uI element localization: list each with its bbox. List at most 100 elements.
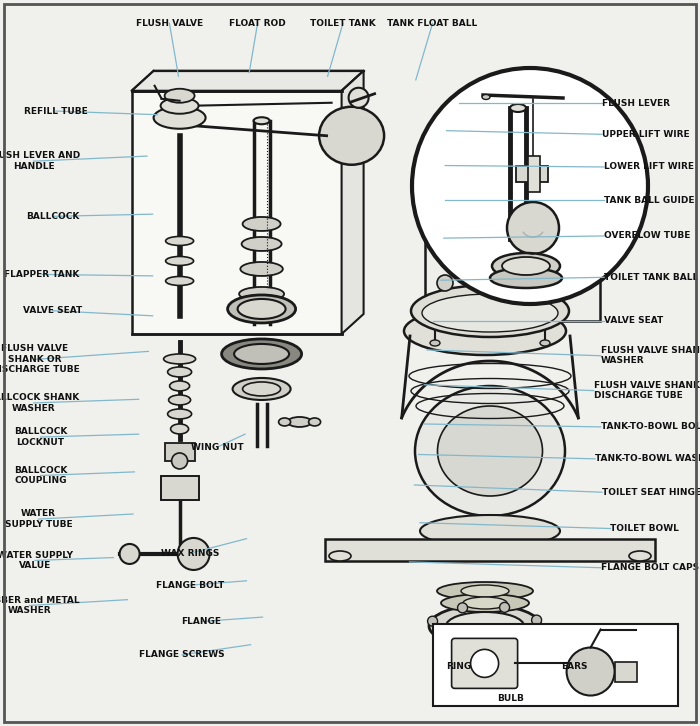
Ellipse shape xyxy=(243,217,281,231)
Ellipse shape xyxy=(240,262,283,276)
Text: FLAPPER TANK: FLAPPER TANK xyxy=(4,270,80,279)
Text: FLANGE BOLT CAPS: FLANGE BOLT CAPS xyxy=(601,563,699,572)
Circle shape xyxy=(507,202,559,254)
Text: VALVE SEAT: VALVE SEAT xyxy=(604,317,664,325)
Circle shape xyxy=(527,275,543,291)
Ellipse shape xyxy=(243,382,281,396)
Ellipse shape xyxy=(160,98,199,114)
Ellipse shape xyxy=(438,406,542,496)
Text: WAX RINGS: WAX RINGS xyxy=(161,549,220,558)
Text: LOWER LIFT WIRE: LOWER LIFT WIRE xyxy=(604,163,694,171)
Ellipse shape xyxy=(239,287,284,301)
FancyBboxPatch shape xyxy=(452,638,517,688)
Ellipse shape xyxy=(309,418,321,426)
Text: TOILET SEAT HINGE: TOILET SEAT HINGE xyxy=(602,488,700,497)
Ellipse shape xyxy=(164,89,195,103)
Text: VALVE SEAT: VALVE SEAT xyxy=(23,306,82,315)
Circle shape xyxy=(458,603,468,613)
Ellipse shape xyxy=(411,285,569,337)
FancyBboxPatch shape xyxy=(160,476,199,500)
Text: WATER
SUPPLY TUBE: WATER SUPPLY TUBE xyxy=(5,510,72,529)
Text: FLUSH VALVE SHANK OR
DISCHARGE TUBE: FLUSH VALVE SHANK OR DISCHARGE TUBE xyxy=(594,381,700,400)
Ellipse shape xyxy=(482,94,490,99)
Text: RUBBER and METAL
WASHER: RUBBER and METAL WASHER xyxy=(0,596,79,615)
Ellipse shape xyxy=(430,340,440,346)
Circle shape xyxy=(120,544,139,564)
Circle shape xyxy=(428,616,438,627)
Ellipse shape xyxy=(166,277,194,285)
Text: FLUSH VALVE SHANK
WASHER: FLUSH VALVE SHANK WASHER xyxy=(601,346,700,365)
Circle shape xyxy=(349,88,369,107)
Text: FLOAT ROD: FLOAT ROD xyxy=(229,19,286,28)
Polygon shape xyxy=(132,70,363,91)
Ellipse shape xyxy=(237,299,286,319)
Text: REFILL TUBE: REFILL TUBE xyxy=(24,107,88,115)
Ellipse shape xyxy=(540,340,550,346)
Text: TANK BALL GUIDE: TANK BALL GUIDE xyxy=(604,196,694,205)
FancyBboxPatch shape xyxy=(164,443,195,461)
Circle shape xyxy=(470,649,498,677)
Ellipse shape xyxy=(164,354,195,364)
Text: TANK-TO-BOWL WASHER: TANK-TO-BOWL WASHER xyxy=(595,454,700,463)
Ellipse shape xyxy=(279,418,290,426)
Circle shape xyxy=(172,453,188,469)
Ellipse shape xyxy=(461,585,509,597)
Ellipse shape xyxy=(167,367,192,377)
Text: EARS: EARS xyxy=(561,662,587,671)
Text: FLANGE BOLT: FLANGE BOLT xyxy=(156,581,225,590)
Ellipse shape xyxy=(404,307,566,355)
Polygon shape xyxy=(342,70,363,334)
Text: TOILET TANK: TOILET TANK xyxy=(310,19,376,28)
Text: BULB: BULB xyxy=(498,694,524,703)
Ellipse shape xyxy=(329,551,351,561)
Ellipse shape xyxy=(253,118,270,124)
Text: TOILET BOWL: TOILET BOWL xyxy=(610,524,679,533)
Text: TOILET TANK BALL: TOILET TANK BALL xyxy=(604,273,699,282)
Text: TANK FLOAT BALL: TANK FLOAT BALL xyxy=(388,19,477,28)
Ellipse shape xyxy=(446,612,524,640)
Text: FLANGE: FLANGE xyxy=(181,617,222,626)
Ellipse shape xyxy=(228,295,295,323)
Ellipse shape xyxy=(166,256,194,266)
Circle shape xyxy=(500,603,510,612)
Text: BALLCOCK: BALLCOCK xyxy=(26,212,79,221)
Bar xyxy=(615,661,636,682)
Circle shape xyxy=(566,648,615,696)
Circle shape xyxy=(437,275,453,291)
Ellipse shape xyxy=(171,424,188,434)
Bar xyxy=(325,539,655,561)
Ellipse shape xyxy=(166,237,194,245)
Circle shape xyxy=(178,538,209,570)
Ellipse shape xyxy=(222,339,302,369)
Text: FLUSH VALVE: FLUSH VALVE xyxy=(136,19,203,28)
Ellipse shape xyxy=(629,551,651,561)
Ellipse shape xyxy=(492,253,560,279)
Text: WATER SUPPLY
VALUE: WATER SUPPLY VALUE xyxy=(0,551,73,570)
Text: RING: RING xyxy=(446,662,471,671)
Text: FLANGE SCREWS: FLANGE SCREWS xyxy=(139,650,225,659)
Text: BALLCOCK
COUPLING: BALLCOCK COUPLING xyxy=(14,466,67,485)
Ellipse shape xyxy=(510,104,526,112)
Text: OVERFLOW TUBE: OVERFLOW TUBE xyxy=(604,232,690,240)
Bar xyxy=(132,91,342,334)
Text: UPPER LIFT WIRE: UPPER LIFT WIRE xyxy=(602,130,690,139)
Ellipse shape xyxy=(429,605,541,647)
Text: TANK-TO-BOWL BOLTS: TANK-TO-BOWL BOLTS xyxy=(601,423,700,431)
Bar xyxy=(516,166,548,182)
Text: FLUSH VALVE
SHANK OR
DISCHARGE TUBE: FLUSH VALVE SHANK OR DISCHARGE TUBE xyxy=(0,344,79,375)
Text: FLUSH LEVER: FLUSH LEVER xyxy=(602,99,670,107)
Ellipse shape xyxy=(319,107,384,165)
Ellipse shape xyxy=(232,378,290,400)
Ellipse shape xyxy=(490,268,562,288)
Text: FLUSH LEVER AND
HANDLE: FLUSH LEVER AND HANDLE xyxy=(0,152,80,171)
Ellipse shape xyxy=(441,594,529,612)
Text: BALLCOCK
LOCKNUT: BALLCOCK LOCKNUT xyxy=(14,428,67,446)
Text: BALLCOCK SHANK
WASHER: BALLCOCK SHANK WASHER xyxy=(0,393,80,412)
Bar xyxy=(528,156,540,192)
Ellipse shape xyxy=(167,409,192,419)
Ellipse shape xyxy=(241,237,281,251)
Ellipse shape xyxy=(420,515,560,547)
Ellipse shape xyxy=(234,344,289,364)
Ellipse shape xyxy=(288,417,312,427)
Bar xyxy=(433,624,678,706)
